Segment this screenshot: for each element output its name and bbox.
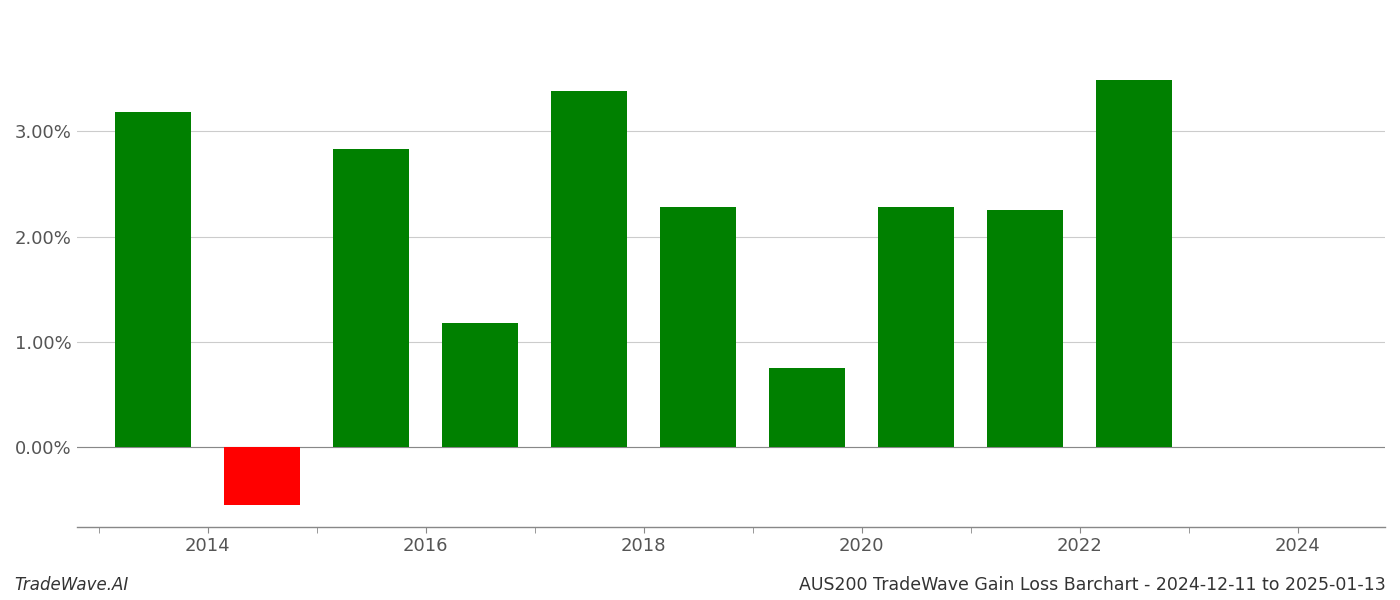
- Bar: [1096, 80, 1172, 448]
- Text: TradeWave.AI: TradeWave.AI: [14, 576, 129, 594]
- Bar: [987, 210, 1064, 448]
- Bar: [224, 448, 300, 505]
- Bar: [878, 207, 955, 448]
- Bar: [333, 149, 409, 448]
- Bar: [552, 91, 627, 448]
- Text: AUS200 TradeWave Gain Loss Barchart - 2024-12-11 to 2025-01-13: AUS200 TradeWave Gain Loss Barchart - 20…: [799, 576, 1386, 594]
- Bar: [115, 112, 192, 448]
- Bar: [442, 323, 518, 448]
- Bar: [659, 207, 736, 448]
- Bar: [769, 368, 846, 448]
